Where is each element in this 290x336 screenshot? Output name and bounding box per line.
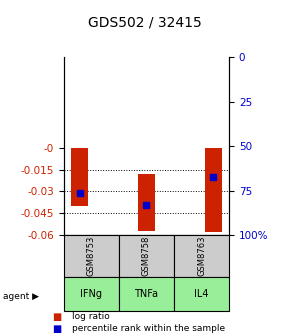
Bar — [174, 235, 229, 277]
Text: GSM8758: GSM8758 — [142, 236, 151, 277]
Bar — [205, 148, 222, 232]
Text: TNFa: TNFa — [135, 289, 158, 299]
Text: GDS502 / 32415: GDS502 / 32415 — [88, 15, 202, 29]
Text: agent ▶: agent ▶ — [3, 292, 39, 301]
Bar — [64, 235, 119, 277]
Text: ■: ■ — [52, 324, 61, 334]
Bar — [138, 174, 155, 231]
Bar — [174, 277, 229, 311]
Text: IFNg: IFNg — [80, 289, 102, 299]
Text: GSM8753: GSM8753 — [87, 236, 96, 277]
Bar — [71, 148, 88, 206]
Text: log ratio: log ratio — [72, 312, 110, 321]
Text: ■: ■ — [52, 311, 61, 322]
Bar — [119, 235, 174, 277]
Bar — [119, 277, 174, 311]
Bar — [64, 277, 119, 311]
Text: GSM8763: GSM8763 — [197, 236, 206, 277]
Text: IL4: IL4 — [194, 289, 209, 299]
Text: percentile rank within the sample: percentile rank within the sample — [72, 324, 226, 333]
